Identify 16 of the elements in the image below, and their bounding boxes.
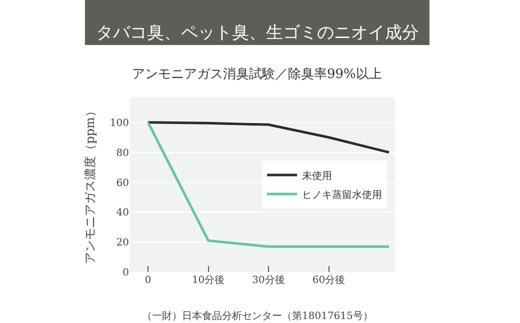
x-tick-label: 10分後 [192,274,225,286]
x-tick-label: 0 [144,275,152,286]
y-tick-label: 100 [110,118,129,129]
y-tick-label: 80 [116,148,129,159]
legend-label: 未使用 [302,170,332,182]
legend-label: ヒノキ蒸留水使用 [302,188,382,201]
chart-title: タバコ臭、ペット臭、生ゴミのニオイ成分 [96,23,419,43]
x-tick-label: 60分後 [312,274,346,286]
line-series [146,121,390,154]
y-tick-label: 40 [116,208,129,219]
y-axis-title: アンモニアガス濃度（ppm） [83,105,98,264]
chart-subtitle: アンモニアガス消臭試験／除臭率99%以上 [132,66,382,82]
text: （一財）日本食品分析センター（第18017615号） [142,310,373,322]
y-tick-label: 60 [116,178,129,189]
x-tick-label: 30分後 [252,274,285,286]
y-tick-label: 20 [116,238,129,249]
